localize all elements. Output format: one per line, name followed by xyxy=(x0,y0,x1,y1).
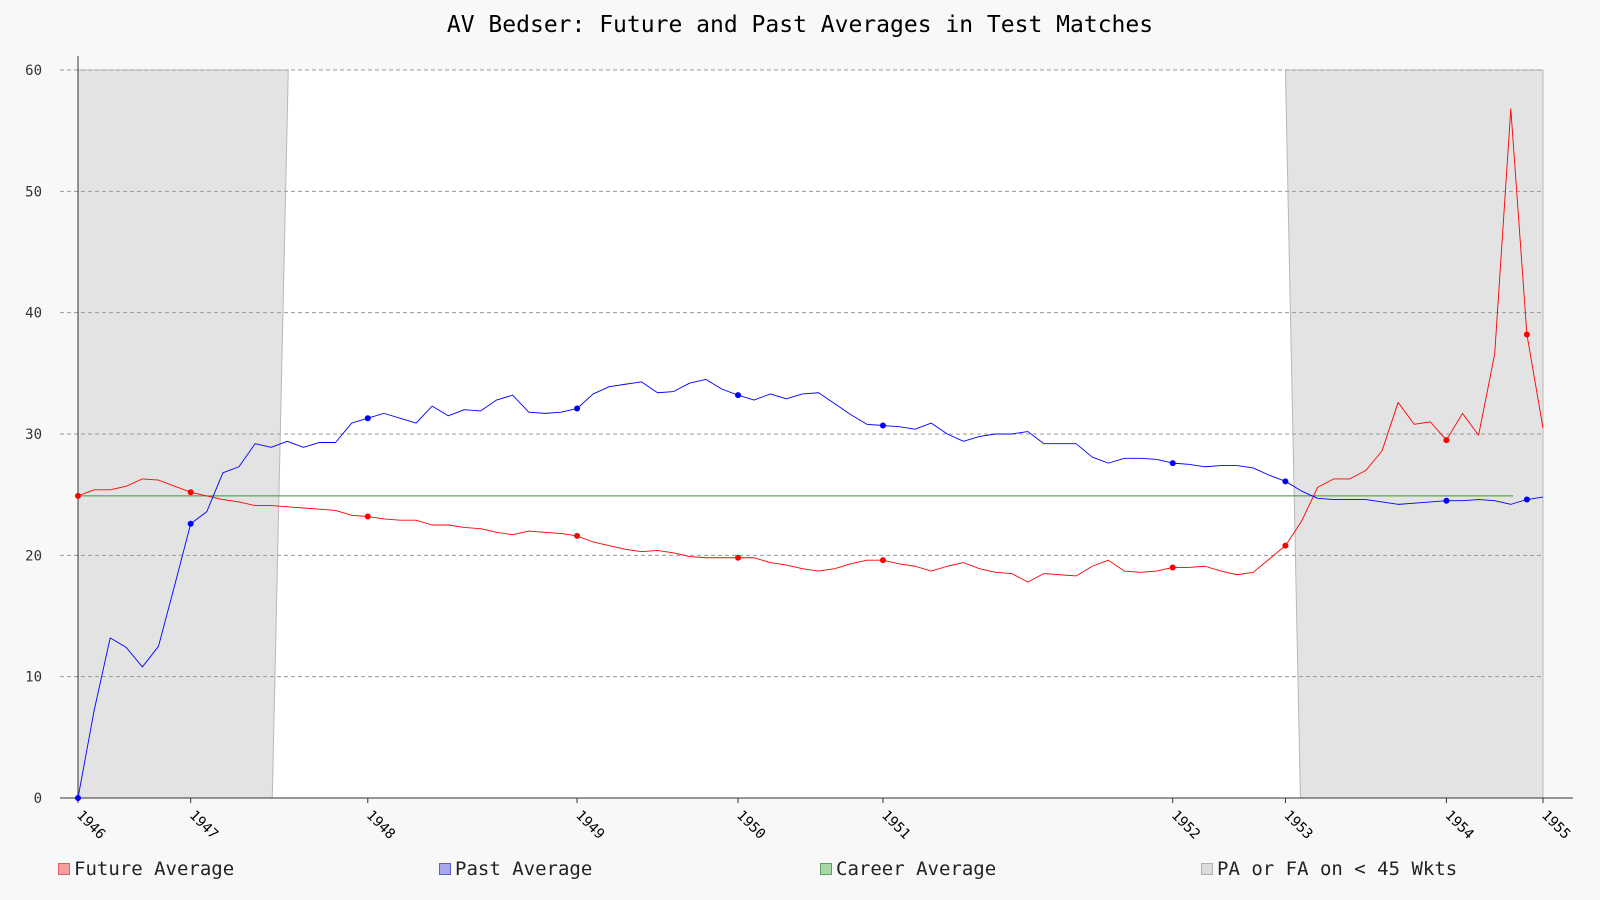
x-tick-label: 1952 xyxy=(1168,808,1203,843)
future-average-point xyxy=(879,557,886,564)
legend-item-low-wicket: PA or FA on < 45 Wkts xyxy=(1201,858,1457,880)
future-average-point xyxy=(1523,331,1530,338)
legend-swatch-past-average xyxy=(439,863,451,875)
past-average-point xyxy=(1169,460,1176,467)
chart-title: AV Bedser: Future and Past Averages in T… xyxy=(446,12,1154,38)
y-tick-label: 0 xyxy=(34,791,42,807)
future-average-point xyxy=(1282,542,1289,549)
legend-label-low-wicket: PA or FA on < 45 Wkts xyxy=(1217,858,1458,880)
x-tick-label: 1948 xyxy=(363,808,398,843)
legend: Future Average Past Average Career Avera… xyxy=(0,858,1600,884)
legend-label-past-average: Past Average xyxy=(455,858,593,880)
legend-swatch-future-average xyxy=(58,863,70,875)
x-tick-label: 1946 xyxy=(73,808,108,843)
legend-item-future-average: Future Average xyxy=(58,858,234,880)
past-average-line xyxy=(77,378,1544,799)
x-tick-label: 1954 xyxy=(1442,808,1477,843)
past-average-point xyxy=(1523,496,1530,503)
y-tick-label: 60 xyxy=(25,63,42,79)
legend-item-past-average: Past Average xyxy=(439,858,592,880)
future-average-point xyxy=(735,554,742,561)
legend-item-career-average: Career Average xyxy=(820,858,996,880)
past-average-point xyxy=(574,405,581,412)
past-average-point xyxy=(187,520,194,527)
legend-swatch-low-wicket xyxy=(1201,863,1213,875)
y-tick-label: 50 xyxy=(25,184,42,200)
past-average-point xyxy=(879,422,886,429)
past-average-point xyxy=(1282,478,1289,485)
future-average-point xyxy=(1443,437,1450,444)
future-average-line xyxy=(77,108,1544,583)
past-average-point xyxy=(75,795,81,801)
past-average-point xyxy=(735,392,742,399)
y-tick-label: 20 xyxy=(25,548,42,564)
future-average-point xyxy=(364,513,371,520)
future-average-point xyxy=(187,489,194,496)
legend-label-future-average: Future Average xyxy=(74,858,235,880)
past-average-point xyxy=(1443,497,1450,504)
y-tick-label: 10 xyxy=(25,670,42,686)
legend-swatch-career-average xyxy=(820,863,832,875)
x-tick-label: 1953 xyxy=(1281,808,1316,843)
future-average-point xyxy=(75,492,81,499)
x-tick-label: 1950 xyxy=(733,808,768,843)
future-average-point xyxy=(1169,564,1176,571)
x-tick-label: 1947 xyxy=(186,808,221,843)
y-tick-label: 30 xyxy=(25,427,42,443)
x-tick-label: 1949 xyxy=(572,808,607,843)
past-average-point xyxy=(364,415,371,422)
legend-label-career-average: Career Average xyxy=(836,858,997,880)
y-tick-label: 40 xyxy=(25,306,42,322)
future-average-point xyxy=(574,532,581,539)
x-tick-label: 1955 xyxy=(1538,808,1573,843)
x-tick-label: 1951 xyxy=(878,808,913,843)
